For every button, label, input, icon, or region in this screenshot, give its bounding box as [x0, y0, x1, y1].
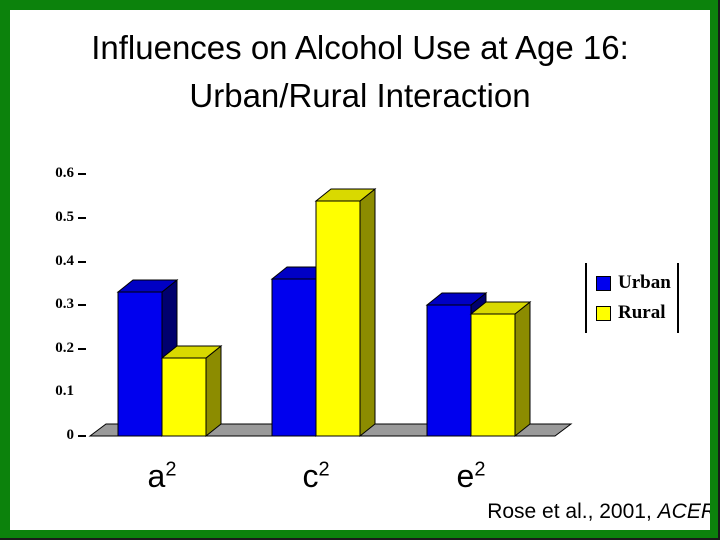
legend-label-urban: Urban: [618, 272, 671, 293]
category-base: e: [456, 458, 475, 494]
category-label-a2: a2: [117, 458, 207, 495]
y-axis-tick: [78, 304, 86, 307]
y-axis-tick: [78, 173, 86, 176]
slide: Influences on Alcohol Use at Age 16: Urb…: [10, 10, 710, 530]
chart-canvas: [88, 187, 573, 438]
category-label-e2: e2: [426, 458, 516, 495]
y-axis-label-0: 0: [66, 427, 75, 443]
legend-item-urban: Urban: [596, 272, 677, 293]
bar-rural-c2-front: [315, 200, 361, 437]
legend-label-rural: Rural: [618, 302, 666, 323]
y-axis-label-0.2: 0.2: [55, 339, 74, 356]
category-exponent: 2: [165, 458, 177, 481]
y-axis-tick: [78, 435, 86, 437]
y-axis-tick: [78, 260, 86, 263]
y-axis-label-0.5: 0.5: [55, 209, 74, 225]
category-base: c: [302, 458, 319, 494]
bar-rural-e2-side: [514, 300, 531, 438]
slide-title: Influences on Alcohol Use at Age 16: Urb…: [10, 24, 710, 120]
bar-rural-c2-side: [359, 187, 376, 438]
y-axis-tick: [78, 347, 86, 350]
citation-text: Rose et al., 2001,: [487, 500, 658, 523]
bar-rural-a2-side: [205, 344, 222, 438]
category-exponent: 2: [318, 458, 330, 481]
y-axis-tick: [78, 217, 86, 219]
bar-rural-e2-front: [470, 313, 516, 437]
bar-urban-e2-front: [426, 304, 472, 437]
bar-urban-a2-front: [117, 291, 163, 437]
rural-swatch: [596, 305, 611, 321]
citation-journal: ACER: [657, 500, 710, 523]
bar-urban-c2-front: [271, 278, 317, 437]
y-axis-label-0.6: 0.6: [55, 165, 74, 182]
category-label-c2: c2: [271, 458, 361, 495]
bar-rural-a2-front: [161, 357, 207, 437]
urban-swatch: [596, 275, 611, 291]
y-axis-label-0.4: 0.4: [55, 252, 74, 269]
title-line-2: Urban/Rural Interaction: [189, 77, 531, 114]
chart-legend: Urban Rural: [585, 263, 679, 333]
title-line-1: Influences on Alcohol Use at Age 16:: [91, 29, 629, 66]
citation: Rose et al., 2001, ACER: [487, 500, 710, 524]
y-axis-label-0.1: 0.1: [55, 383, 74, 400]
y-axis-label-0.3: 0.3: [55, 296, 74, 313]
bar-chart: 0.6 0.5 0.4 0.3 0.2 0.1 0 a2 c2 e2: [10, 10, 710, 530]
category-exponent: 2: [474, 458, 486, 481]
legend-item-rural: Rural: [596, 302, 677, 323]
category-base: a: [147, 458, 166, 494]
